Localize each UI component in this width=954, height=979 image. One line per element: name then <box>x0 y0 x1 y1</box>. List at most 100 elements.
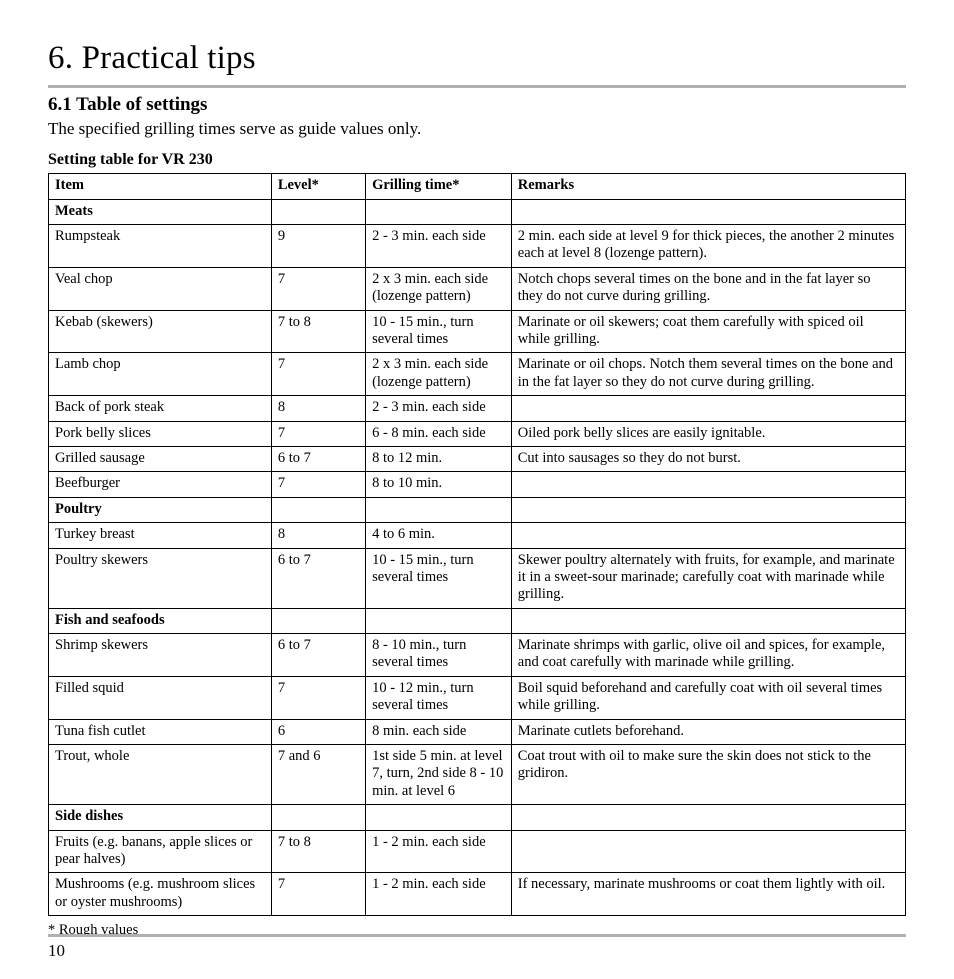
category-label: Poultry <box>49 497 272 522</box>
cell-time: 6 - 8 min. each side <box>366 421 512 446</box>
cell-item: Veal chop <box>49 267 272 310</box>
cell-level: 9 <box>271 225 365 268</box>
cell-remarks: Marinate or oil skewers; coat them caref… <box>511 310 905 353</box>
cell-remarks: Oiled pork belly slices are easily ignit… <box>511 421 905 446</box>
cell-item: Shrimp skewers <box>49 634 272 677</box>
empty-cell <box>271 608 365 633</box>
chapter-number: 6. <box>48 40 73 76</box>
table-category-row: Meats <box>49 199 906 224</box>
cell-item: Pork belly slices <box>49 421 272 446</box>
empty-cell <box>271 805 365 830</box>
bottom-rule <box>48 934 906 937</box>
cell-item: Beefburger <box>49 472 272 497</box>
table-row: Filled squid710 - 12 min., turn several … <box>49 676 906 719</box>
table-row: Kebab (skewers)7 to 810 - 15 min., turn … <box>49 310 906 353</box>
cell-time: 10 - 15 min., turn several times <box>366 310 512 353</box>
cell-time: 2 - 3 min. each side <box>366 225 512 268</box>
chapter-title: 6. Practical tips <box>48 40 906 77</box>
cell-level: 7 <box>271 353 365 396</box>
table-caption: Setting table for VR 230 <box>48 151 906 169</box>
cell-remarks <box>511 472 905 497</box>
cell-level: 6 <box>271 719 365 744</box>
cell-item: Kebab (skewers) <box>49 310 272 353</box>
col-header-item: Item <box>49 174 272 199</box>
empty-cell <box>511 199 905 224</box>
table-row: Mushrooms (e.g. mushroom slices or oyste… <box>49 873 906 916</box>
table-row: Veal chop72 x 3 min. each side (lozenge … <box>49 267 906 310</box>
cell-remarks: Cut into sausages so they do not burst. <box>511 446 905 471</box>
category-label: Fish and seafoods <box>49 608 272 633</box>
cell-level: 7 and 6 <box>271 745 365 805</box>
table-row: Pork belly slices76 - 8 min. each sideOi… <box>49 421 906 446</box>
empty-cell <box>511 805 905 830</box>
empty-cell <box>366 805 512 830</box>
section-text: Table of settings <box>76 94 207 115</box>
cell-level: 8 <box>271 523 365 548</box>
cell-item: Turkey breast <box>49 523 272 548</box>
empty-cell <box>271 199 365 224</box>
cell-item: Back of pork steak <box>49 396 272 421</box>
table-row: Shrimp skewers6 to 78 - 10 min., turn se… <box>49 634 906 677</box>
table-row: Fruits (e.g. banans, apple slices or pea… <box>49 830 906 873</box>
empty-cell <box>366 497 512 522</box>
col-header-remarks: Remarks <box>511 174 905 199</box>
cell-level: 7 <box>271 267 365 310</box>
cell-time: 1st side 5 min. at level 7, turn, 2nd si… <box>366 745 512 805</box>
section-number: 6.1 <box>48 94 72 115</box>
cell-remarks: Marinate or oil chops. Notch them severa… <box>511 353 905 396</box>
table-category-row: Fish and seafoods <box>49 608 906 633</box>
table-row: Tuna fish cutlet68 min. each sideMarinat… <box>49 719 906 744</box>
cell-remarks <box>511 523 905 548</box>
table-row: Rumpsteak92 - 3 min. each side2 min. eac… <box>49 225 906 268</box>
cell-item: Fruits (e.g. banans, apple slices or pea… <box>49 830 272 873</box>
page-number: 10 <box>48 941 65 961</box>
settings-table: Item Level* Grilling time* Remarks Meats… <box>48 173 906 916</box>
cell-level: 7 <box>271 676 365 719</box>
document-page: 6. Practical tips 6.1 Table of settings … <box>0 0 954 979</box>
category-label: Meats <box>49 199 272 224</box>
empty-cell <box>366 199 512 224</box>
table-row: Beefburger78 to 10 min. <box>49 472 906 497</box>
cell-item: Filled squid <box>49 676 272 719</box>
col-header-level: Level* <box>271 174 365 199</box>
cell-time: 1 - 2 min. each side <box>366 873 512 916</box>
cell-time: 2 - 3 min. each side <box>366 396 512 421</box>
cell-remarks <box>511 830 905 873</box>
empty-cell <box>511 608 905 633</box>
table-row: Grilled sausage6 to 78 to 12 min.Cut int… <box>49 446 906 471</box>
cell-item: Grilled sausage <box>49 446 272 471</box>
cell-item: Poultry skewers <box>49 548 272 608</box>
cell-remarks: Marinate shrimps with garlic, olive oil … <box>511 634 905 677</box>
cell-time: 8 to 12 min. <box>366 446 512 471</box>
cell-time: 8 to 10 min. <box>366 472 512 497</box>
cell-remarks: Boil squid beforehand and carefully coat… <box>511 676 905 719</box>
horizontal-rule <box>48 85 906 88</box>
cell-level: 7 <box>271 873 365 916</box>
empty-cell <box>271 497 365 522</box>
table-row: Back of pork steak82 - 3 min. each side <box>49 396 906 421</box>
cell-time: 10 - 12 min., turn several times <box>366 676 512 719</box>
cell-level: 8 <box>271 396 365 421</box>
section-title: 6.1 Table of settings <box>48 94 906 116</box>
cell-time: 10 - 15 min., turn several times <box>366 548 512 608</box>
cell-remarks: 2 min. each side at level 9 for thick pi… <box>511 225 905 268</box>
table-category-row: Side dishes <box>49 805 906 830</box>
cell-item: Rumpsteak <box>49 225 272 268</box>
cell-item: Lamb chop <box>49 353 272 396</box>
col-header-time: Grilling time* <box>366 174 512 199</box>
cell-level: 7 <box>271 472 365 497</box>
cell-level: 7 to 8 <box>271 830 365 873</box>
cell-remarks <box>511 396 905 421</box>
table-row: Lamb chop72 x 3 min. each side (lozenge … <box>49 353 906 396</box>
cell-remarks: If necessary, marinate mushrooms or coat… <box>511 873 905 916</box>
cell-time: 8 - 10 min., turn several times <box>366 634 512 677</box>
empty-cell <box>366 608 512 633</box>
category-label: Side dishes <box>49 805 272 830</box>
cell-item: Tuna fish cutlet <box>49 719 272 744</box>
cell-level: 6 to 7 <box>271 634 365 677</box>
cell-remarks: Skewer poultry alternately with fruits, … <box>511 548 905 608</box>
cell-level: 7 to 8 <box>271 310 365 353</box>
empty-cell <box>511 497 905 522</box>
cell-time: 2 x 3 min. each side (lozenge pattern) <box>366 267 512 310</box>
cell-level: 7 <box>271 421 365 446</box>
